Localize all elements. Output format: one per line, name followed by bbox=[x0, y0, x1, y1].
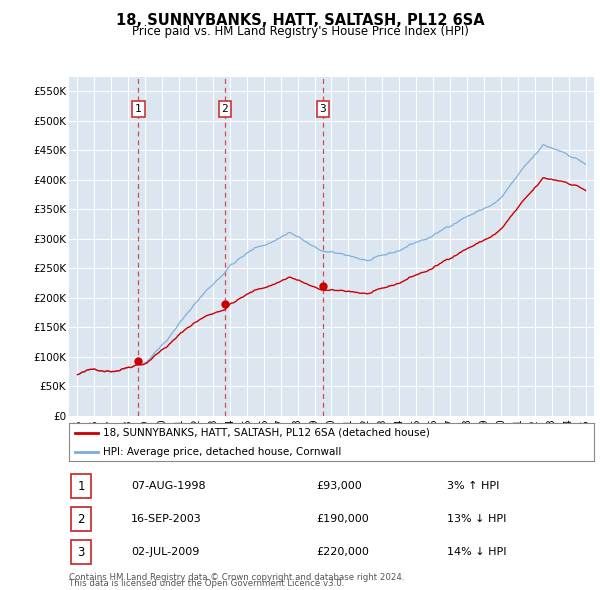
Text: 2: 2 bbox=[77, 513, 85, 526]
Text: £220,000: £220,000 bbox=[316, 548, 370, 557]
Text: This data is licensed under the Open Government Licence v3.0.: This data is licensed under the Open Gov… bbox=[69, 579, 344, 588]
FancyBboxPatch shape bbox=[71, 507, 91, 531]
Text: 3: 3 bbox=[77, 546, 85, 559]
Text: £190,000: £190,000 bbox=[316, 514, 369, 524]
Text: £93,000: £93,000 bbox=[316, 481, 362, 491]
Text: 18, SUNNYBANKS, HATT, SALTASH, PL12 6SA (detached house): 18, SUNNYBANKS, HATT, SALTASH, PL12 6SA … bbox=[103, 428, 430, 438]
Text: Price paid vs. HM Land Registry's House Price Index (HPI): Price paid vs. HM Land Registry's House … bbox=[131, 25, 469, 38]
Text: 18, SUNNYBANKS, HATT, SALTASH, PL12 6SA: 18, SUNNYBANKS, HATT, SALTASH, PL12 6SA bbox=[116, 13, 484, 28]
FancyBboxPatch shape bbox=[71, 540, 91, 564]
Text: 02-JUL-2009: 02-JUL-2009 bbox=[131, 548, 199, 557]
Text: 1: 1 bbox=[77, 480, 85, 493]
Text: 16-SEP-2003: 16-SEP-2003 bbox=[131, 514, 202, 524]
Text: Contains HM Land Registry data © Crown copyright and database right 2024.: Contains HM Land Registry data © Crown c… bbox=[69, 573, 404, 582]
Text: 3% ↑ HPI: 3% ↑ HPI bbox=[446, 481, 499, 491]
Text: 13% ↓ HPI: 13% ↓ HPI bbox=[446, 514, 506, 524]
FancyBboxPatch shape bbox=[71, 474, 91, 498]
Text: 2: 2 bbox=[221, 104, 229, 114]
Text: 1: 1 bbox=[135, 104, 142, 114]
Text: 14% ↓ HPI: 14% ↓ HPI bbox=[446, 548, 506, 557]
Text: HPI: Average price, detached house, Cornwall: HPI: Average price, detached house, Corn… bbox=[103, 447, 341, 457]
Text: 07-AUG-1998: 07-AUG-1998 bbox=[131, 481, 206, 491]
Text: 3: 3 bbox=[320, 104, 326, 114]
